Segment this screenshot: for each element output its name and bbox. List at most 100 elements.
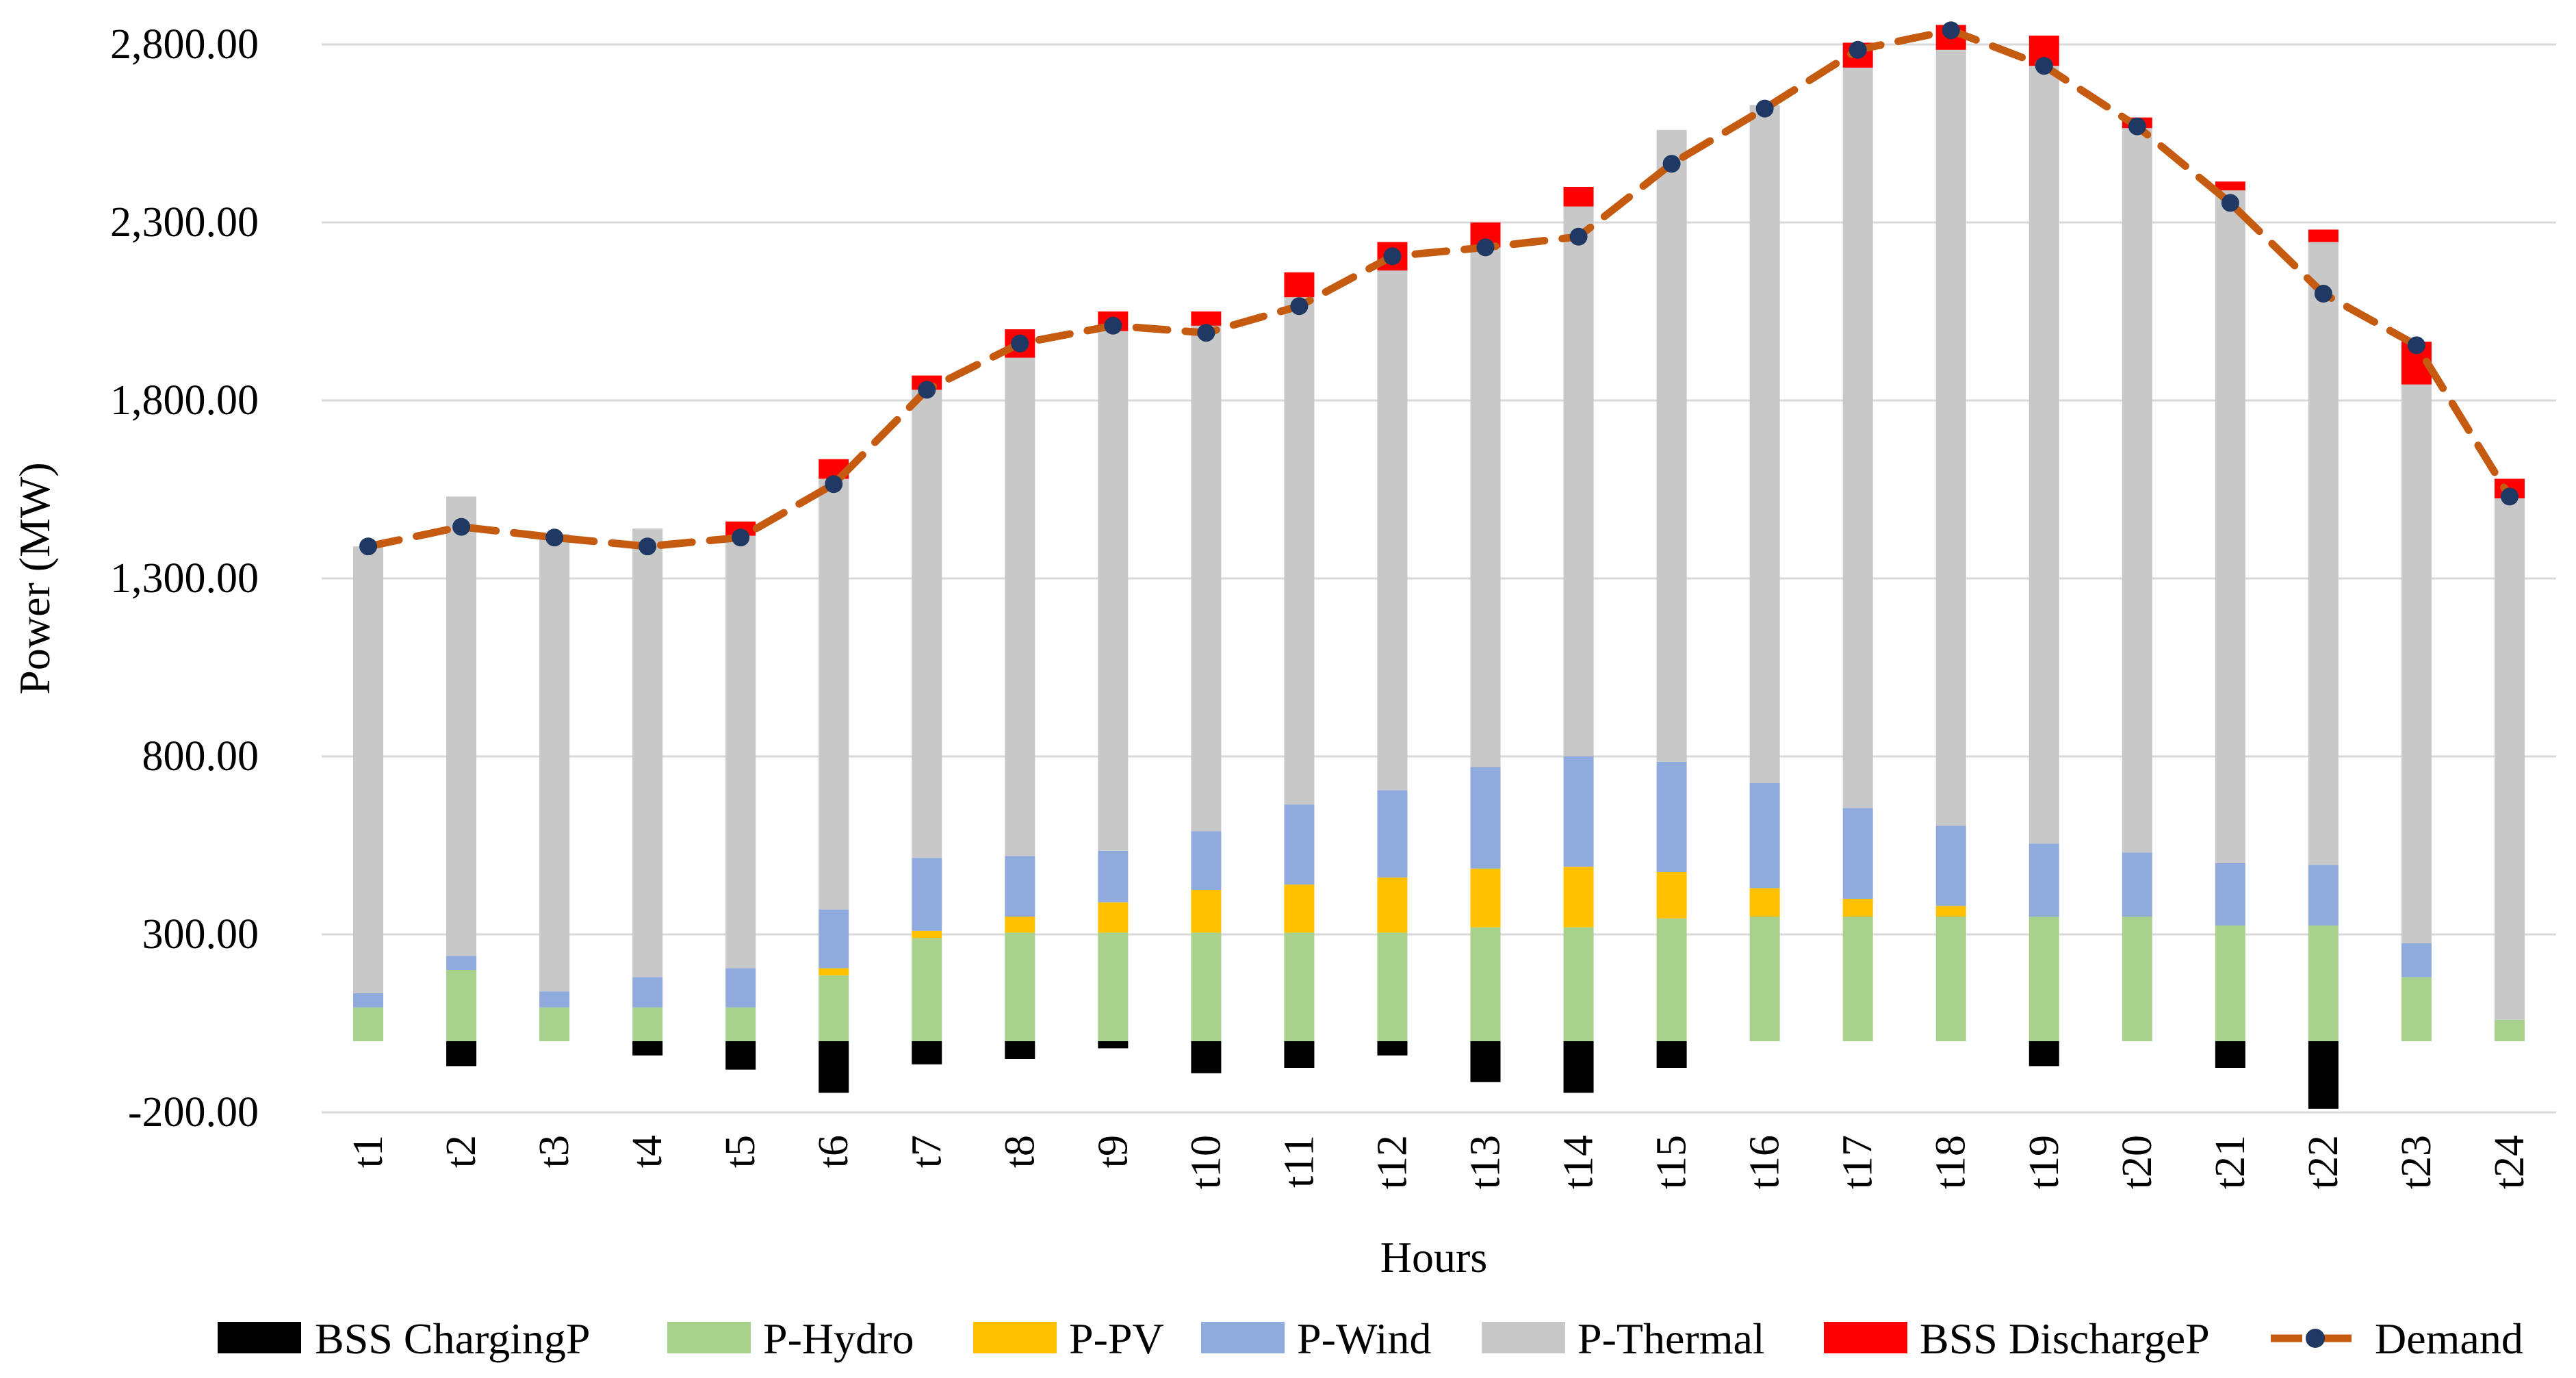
bar-p-pv-t9 [1098, 902, 1129, 933]
demand-point-t1 [359, 537, 378, 556]
bars [353, 25, 2525, 1109]
bar-p-thermal-t5 [725, 535, 756, 969]
bar-p-wind-t2 [446, 956, 477, 970]
bar-p-thermal-t3 [539, 534, 570, 992]
bar-p-thermal-t9 [1098, 331, 1129, 851]
bar-bss-dischargep-t10 [1191, 311, 1222, 326]
bar-p-thermal-t8 [1005, 357, 1035, 856]
legend-swatch-p-hydro [667, 1322, 751, 1353]
bar-p-pv-t14 [1563, 867, 1594, 928]
demand-point-t7 [918, 381, 936, 399]
demand-series-line [364, 26, 2514, 550]
bar-p-thermal-t16 [1749, 105, 1780, 783]
bar-bss-chargingp-t13 [1470, 1041, 1501, 1082]
bar-bss-chargingp-t11 [1284, 1041, 1315, 1068]
x-tick-label: t3 [531, 1135, 578, 1168]
bar-p-pv-t13 [1470, 868, 1501, 928]
bar-p-pv-t16 [1749, 888, 1780, 917]
bar-p-thermal-t22 [2308, 242, 2339, 865]
bar-p-thermal-t17 [1842, 67, 1873, 808]
y-axis-title: Power (MW) [10, 462, 59, 694]
legend-label-p-thermal: P-Thermal [1577, 1314, 1765, 1363]
x-tick-label: t21 [2207, 1135, 2254, 1189]
legend-swatch-bss-chargingp [218, 1322, 301, 1353]
gridlines [322, 43, 2556, 1114]
bar-p-hydro-t6 [819, 975, 849, 1041]
bar-p-thermal-t11 [1284, 297, 1315, 805]
y-tick-label: 1,300.00 [110, 555, 259, 602]
demand-point-t2 [452, 518, 471, 536]
bar-p-thermal-t2 [446, 496, 477, 956]
bar-bss-chargingp-t4 [632, 1041, 663, 1056]
x-tick-label: t18 [1928, 1135, 1974, 1189]
x-tick-label: t5 [717, 1135, 764, 1168]
demand-point-t16 [1755, 99, 1774, 118]
demand-line [359, 21, 2519, 556]
bar-p-hydro-t11 [1284, 932, 1315, 1041]
demand-point-t13 [1476, 238, 1495, 257]
demand-point-t12 [1383, 247, 1402, 266]
bar-p-wind-t1 [353, 993, 384, 1008]
bar-p-wind-t21 [2215, 863, 2245, 926]
bar-p-pv-t17 [1842, 899, 1873, 917]
x-tick-label: t20 [2114, 1135, 2161, 1189]
bar-p-thermal-t10 [1191, 325, 1222, 832]
demand-point-t6 [825, 475, 843, 494]
bar-p-wind-t10 [1191, 831, 1222, 890]
x-tick-label: t9 [1090, 1135, 1136, 1168]
demand-point-t20 [2128, 117, 2146, 136]
bar-p-thermal-t23 [2401, 384, 2432, 943]
bar-p-thermal-t19 [2028, 66, 2059, 844]
bar-p-wind-t12 [1377, 790, 1408, 878]
bar-p-hydro-t1 [353, 1007, 384, 1041]
bar-bss-chargingp-t2 [446, 1041, 477, 1067]
bar-p-wind-t8 [1005, 856, 1035, 917]
legend-label-p-pv: P-PV [1069, 1314, 1164, 1363]
x-tick-label: t22 [2300, 1135, 2347, 1189]
x-tick-label: t4 [624, 1135, 671, 1168]
x-tick-label: t16 [1742, 1135, 1788, 1189]
y-tick-label: 2,300.00 [110, 199, 259, 246]
bar-p-hydro-t13 [1470, 927, 1501, 1041]
legend-label-p-hydro: P-Hydro [763, 1314, 914, 1363]
bar-p-wind-t7 [912, 858, 942, 931]
demand-point-t3 [545, 528, 564, 547]
bar-p-wind-t20 [2122, 852, 2152, 917]
bar-p-thermal-t7 [912, 390, 942, 858]
bar-p-wind-t13 [1470, 767, 1501, 869]
bar-p-pv-t7 [912, 930, 942, 939]
bar-p-wind-t11 [1284, 804, 1315, 885]
bar-p-wind-t9 [1098, 850, 1129, 903]
bar-bss-dischargep-t14 [1563, 187, 1594, 207]
bar-p-wind-t6 [819, 909, 849, 969]
legend-label-p-wind: P-Wind [1297, 1314, 1432, 1363]
bar-p-hydro-t8 [1005, 932, 1035, 1041]
bar-p-wind-t17 [1842, 808, 1873, 899]
legend: BSS ChargingP P-Hydro P-PV P-Wind P-Thermal B… [218, 1314, 2523, 1363]
bar-p-pv-t15 [1656, 872, 1687, 919]
demand-point-t8 [1011, 334, 1029, 353]
x-tick-label: t7 [903, 1135, 950, 1168]
bar-p-thermal-t14 [1563, 206, 1594, 757]
x-tick-label: t2 [438, 1135, 485, 1168]
demand-point-t10 [1197, 324, 1215, 342]
bar-p-pv-t6 [819, 968, 849, 975]
legend-label-demand: Demand [2375, 1314, 2523, 1363]
bar-p-wind-t4 [632, 977, 663, 1008]
bar-bss-chargingp-t14 [1563, 1041, 1594, 1093]
x-tick-label: t10 [1183, 1135, 1229, 1189]
bar-p-wind-t22 [2308, 865, 2339, 926]
x-tick-label: t15 [1649, 1135, 1695, 1189]
bar-p-wind-t14 [1563, 756, 1594, 867]
x-tick-label: t6 [810, 1135, 857, 1168]
bar-p-thermal-t6 [819, 479, 849, 910]
bar-p-wind-t3 [539, 991, 570, 1008]
demand-point-t9 [1104, 316, 1122, 335]
legend-swatch-p-thermal [1482, 1322, 1565, 1353]
bar-bss-chargingp-t6 [819, 1041, 849, 1093]
bar-p-hydro-t23 [2401, 977, 2432, 1041]
bar-p-wind-t16 [1749, 783, 1780, 889]
bar-p-thermal-t1 [353, 546, 384, 993]
x-tick-label: t24 [2486, 1135, 2533, 1189]
